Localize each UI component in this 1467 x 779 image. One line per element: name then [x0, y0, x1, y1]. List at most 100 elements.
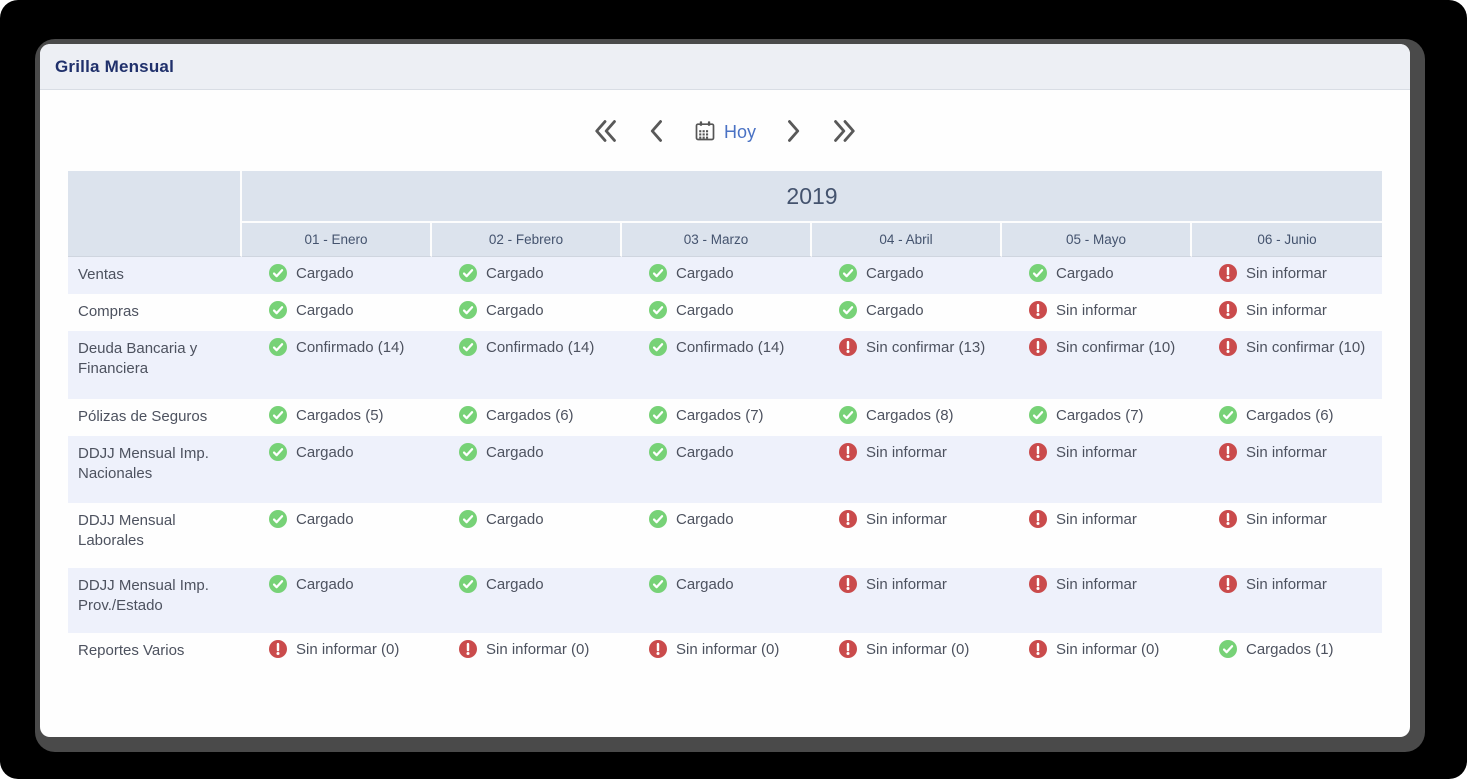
alert-circle-icon — [269, 640, 287, 658]
status-label: Cargado — [866, 264, 924, 282]
status-indicator: Cargado — [649, 301, 734, 319]
status-label: Sin informar — [866, 575, 947, 593]
status-indicator: Sin informar (0) — [269, 640, 399, 658]
row-label: Ventas — [78, 266, 124, 283]
status-label: Cargados (8) — [866, 406, 954, 424]
chevron-right-icon — [783, 118, 803, 147]
status-indicator: Sin informar — [839, 510, 947, 528]
status-indicator: Cargado — [459, 510, 544, 528]
status-cell: Sin informar (0) — [432, 633, 622, 677]
check-circle-icon — [459, 443, 477, 461]
check-circle-icon — [459, 301, 477, 319]
status-indicator: Cargados (7) — [1029, 406, 1144, 424]
check-circle-icon — [1219, 640, 1237, 658]
status-cell: Sin informar — [1002, 503, 1192, 568]
status-cell: Sin informar — [1002, 294, 1192, 331]
alert-circle-icon — [839, 640, 857, 658]
last-period-button[interactable] — [830, 118, 860, 147]
calendar-nav-toolbar: Hoy — [40, 114, 1410, 150]
status-indicator: Sin informar — [1219, 443, 1327, 461]
status-indicator: Cargado — [649, 510, 734, 528]
check-circle-icon — [839, 264, 857, 282]
status-indicator: Cargado — [269, 301, 354, 319]
row-label: Compras — [78, 303, 139, 320]
check-circle-icon — [649, 443, 667, 461]
status-cell: Cargado — [432, 294, 622, 331]
previous-month-button[interactable] — [647, 118, 667, 147]
today-label: Hoy — [723, 121, 756, 142]
row-label: Reportes Varios — [78, 642, 185, 659]
status-indicator: Sin informar — [1029, 575, 1137, 593]
status-cell: Sin informar — [1002, 568, 1192, 633]
grid-row: DDJJ Mensual Imp. Nacionales Cargado Carga… — [68, 436, 1382, 503]
first-period-button[interactable] — [590, 118, 620, 147]
status-cell: Sin informar (0) — [622, 633, 812, 677]
status-label: Sin informar (0) — [486, 640, 590, 658]
status-indicator: Confirmado (14) — [459, 338, 594, 356]
status-cell: Cargado — [242, 294, 432, 331]
status-indicator: Sin informar — [1219, 264, 1327, 282]
status-indicator: Cargados (5) — [269, 406, 384, 424]
check-circle-icon — [839, 301, 857, 319]
grid-row: Pólizas de Seguros Cargados (5) Cargados (… — [68, 399, 1382, 436]
status-cell: Cargados (7) — [622, 399, 812, 436]
double-chevron-left-icon — [590, 118, 620, 147]
status-label: Cargado — [676, 301, 734, 319]
year-header: 2019 — [242, 171, 1382, 223]
status-label: Confirmado (14) — [296, 338, 405, 356]
status-indicator: Sin informar — [1029, 443, 1137, 461]
status-indicator: Sin informar — [1219, 301, 1327, 319]
status-indicator: Cargado — [459, 443, 544, 461]
status-indicator: Sin informar — [1219, 575, 1327, 593]
status-label: Cargados (7) — [1056, 406, 1144, 424]
alert-circle-icon — [1029, 640, 1047, 658]
status-label: Cargado — [296, 264, 354, 282]
grid-body: Ventas Cargado Cargado Cargado Cargado Cargad… — [68, 257, 1382, 677]
status-label: Cargado — [676, 443, 734, 461]
status-cell: Sin confirmar (13) — [812, 331, 1002, 399]
status-cell: Cargado — [242, 503, 432, 568]
check-circle-icon — [649, 264, 667, 282]
status-label: Sin informar — [866, 510, 947, 528]
status-label: Cargado — [486, 301, 544, 319]
status-label: Cargados (7) — [676, 406, 764, 424]
status-label: Sin informar — [866, 443, 947, 461]
status-label: Cargado — [486, 443, 544, 461]
status-label: Cargado — [866, 301, 924, 319]
status-cell: Cargado — [432, 436, 622, 503]
status-label: Sin informar (0) — [1056, 640, 1160, 658]
alert-circle-icon — [1219, 301, 1237, 319]
check-circle-icon — [649, 406, 667, 424]
grid-row: DDJJ Mensual Laborales Cargado Cargado Carg… — [68, 503, 1382, 568]
today-button[interactable]: Hoy — [694, 120, 756, 145]
alert-circle-icon — [1219, 264, 1237, 282]
status-cell: Sin informar — [1002, 436, 1192, 503]
month-header: 05 - Mayo — [1002, 223, 1192, 257]
status-cell: Confirmado (14) — [242, 331, 432, 399]
status-label: Sin informar — [1246, 575, 1327, 593]
check-circle-icon — [269, 575, 287, 593]
status-indicator: Cargado — [269, 510, 354, 528]
status-indicator: Sin informar — [1029, 510, 1137, 528]
row-label: DDJJ Mensual Imp. Prov./Estado — [78, 577, 209, 615]
status-indicator: Sin informar — [1029, 301, 1137, 319]
check-circle-icon — [269, 338, 287, 356]
row-label: DDJJ Mensual Imp. Nacionales — [78, 445, 209, 483]
next-month-button[interactable] — [783, 118, 803, 147]
status-label: Sin informar — [1246, 301, 1327, 319]
title-bar: Grilla Mensual — [40, 44, 1410, 90]
check-circle-icon — [649, 510, 667, 528]
status-label: Sin confirmar (10) — [1246, 338, 1366, 356]
status-indicator: Sin informar (0) — [649, 640, 779, 658]
status-indicator: Cargado — [649, 575, 734, 593]
status-label: Cargado — [486, 510, 544, 528]
status-cell: Confirmado (14) — [622, 331, 812, 399]
status-label: Cargado — [296, 575, 354, 593]
alert-circle-icon — [1219, 510, 1237, 528]
status-label: Cargados (6) — [486, 406, 574, 424]
check-circle-icon — [1219, 406, 1237, 424]
status-label: Sin informar (0) — [296, 640, 400, 658]
status-indicator: Sin confirmar (10) — [1219, 338, 1365, 356]
status-label: Sin informar — [1246, 264, 1327, 282]
status-cell: Sin confirmar (10) — [1192, 331, 1382, 399]
